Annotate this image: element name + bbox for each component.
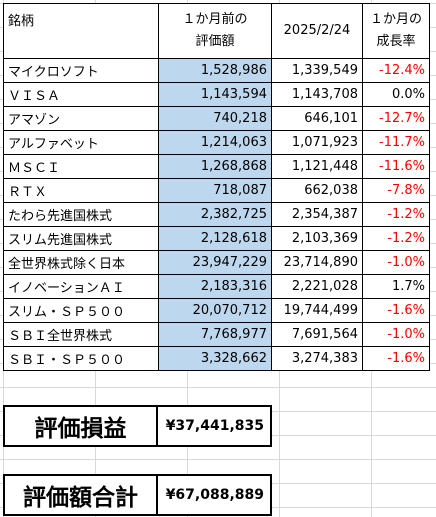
table-row: ＳＢＩ・ＳＰ５００ 3,328,662 3,274,383 -1.6% (3, 346, 430, 371)
header-current-label: 2025/2/24 (283, 23, 351, 38)
header-rate-cell[interactable]: １か月の 成長率 (362, 3, 430, 59)
current-value-cell[interactable]: 1,339,549 (271, 58, 363, 83)
current-value-cell[interactable]: 2,354,387 (271, 202, 363, 227)
holdings-table: 銘柄 １か月前の 評価額 2025/2/24 １か月の 成長率 マイクロソフト 1… (3, 3, 430, 371)
current-value-cell[interactable]: 23,714,890 (271, 250, 363, 275)
current-value-cell[interactable]: 1,143,708 (271, 82, 363, 107)
prev-value-cell[interactable]: 740,218 (158, 106, 272, 131)
growth-rate-cell[interactable]: -1.6% (362, 346, 430, 371)
current-value-cell[interactable]: 2,221,028 (271, 274, 363, 299)
total-label-cell[interactable]: 評価額合計 (3, 474, 158, 516)
pnl-label-cell[interactable]: 評価損益 (3, 405, 158, 447)
table-row: たわら先進国株式 2,382,725 2,354,387 -1.2% (3, 202, 430, 227)
holding-name-cell[interactable]: スリム先進国株式 (3, 226, 159, 251)
prev-value-cell[interactable]: 2,183,316 (158, 274, 272, 299)
pnl-value-cell[interactable]: ¥37,441,835 (156, 405, 272, 447)
current-value-cell[interactable]: 2,103,369 (271, 226, 363, 251)
current-value-cell[interactable]: 1,121,448 (271, 154, 363, 179)
table-row: スリム先進国株式 2,128,618 2,103,369 -1.2% (3, 226, 430, 251)
holding-name-cell[interactable]: 全世界株式除く日本 (3, 250, 159, 275)
header-name-label: 銘柄 (8, 14, 35, 29)
growth-rate-cell[interactable]: -11.6% (362, 154, 430, 179)
prev-value-cell[interactable]: 2,382,725 (158, 202, 272, 227)
summary-total-table: 評価額合計 ¥67,088,889 (3, 474, 272, 516)
table-row: アルファベット 1,214,063 1,071,923 -11.7% (3, 130, 430, 155)
growth-rate-cell[interactable]: -12.7% (362, 106, 430, 131)
summary-total-row: 評価額合計 ¥67,088,889 (3, 474, 272, 516)
holding-name-cell[interactable]: アルファベット (3, 130, 159, 155)
holding-name-cell[interactable]: アマゾン (3, 106, 159, 131)
total-value-cell[interactable]: ¥67,088,889 (156, 474, 272, 516)
prev-value-cell[interactable]: 20,070,712 (158, 298, 272, 323)
holding-name-cell[interactable]: ＳＢＩ全世界株式 (3, 322, 159, 347)
holding-name-cell[interactable]: ＲＴＸ (3, 178, 159, 203)
current-value-cell[interactable]: 7,691,564 (271, 322, 363, 347)
header-prev-line1: １か月前の (182, 12, 248, 27)
growth-rate-cell[interactable]: -1.2% (362, 226, 430, 251)
holding-name-cell[interactable]: マイクロソフト (3, 58, 159, 83)
table-row: 全世界株式除く日本 23,947,229 23,714,890 -1.0% (3, 250, 430, 275)
growth-rate-cell[interactable]: -11.7% (362, 130, 430, 155)
header-current-cell[interactable]: 2025/2/24 (271, 3, 363, 59)
growth-rate-cell[interactable]: -7.8% (362, 178, 430, 203)
table-row: イノベーションＡＩ 2,183,316 2,221,028 1.7% (3, 274, 430, 299)
prev-value-cell[interactable]: 3,328,662 (158, 346, 272, 371)
table-row: アマゾン 740,218 646,101 -12.7% (3, 106, 430, 131)
current-value-cell[interactable]: 1,071,923 (271, 130, 363, 155)
header-rate-line1: １か月の (369, 12, 422, 27)
holding-name-cell[interactable]: イノベーションＡＩ (3, 274, 159, 299)
growth-rate-cell[interactable]: -1.0% (362, 322, 430, 347)
current-value-cell[interactable]: 3,274,383 (271, 346, 363, 371)
table-row: スリム・ＳＰ５００ 20,070,712 19,744,499 -1.6% (3, 298, 430, 323)
table-row: ＲＴＸ 718,087 662,038 -7.8% (3, 178, 430, 203)
holding-name-cell[interactable]: ＶＩＳＡ (3, 82, 159, 107)
summary-pnl-row: 評価損益 ¥37,441,835 (3, 405, 272, 447)
current-value-cell[interactable]: 662,038 (271, 178, 363, 203)
growth-rate-cell[interactable]: 1.7% (362, 274, 430, 299)
holding-name-cell[interactable]: ＭＳＣＩ (3, 154, 159, 179)
prev-value-cell[interactable]: 1,214,063 (158, 130, 272, 155)
prev-value-cell[interactable]: 23,947,229 (158, 250, 272, 275)
growth-rate-cell[interactable]: -1.2% (362, 202, 430, 227)
table-row: ＳＢＩ全世界株式 7,768,977 7,691,564 -1.0% (3, 322, 430, 347)
prev-value-cell[interactable]: 7,768,977 (158, 322, 272, 347)
prev-value-cell[interactable]: 718,087 (158, 178, 272, 203)
header-row: 銘柄 １か月前の 評価額 2025/2/24 １か月の 成長率 (3, 3, 430, 59)
current-value-cell[interactable]: 19,744,499 (271, 298, 363, 323)
growth-rate-cell[interactable]: -1.6% (362, 298, 430, 323)
holdings-rows: マイクロソフト 1,528,986 1,339,549 -12.4% ＶＩＳＡ 1,143… (3, 58, 430, 371)
growth-rate-cell[interactable]: 0.0% (362, 82, 430, 107)
summary-pnl-table: 評価損益 ¥37,441,835 (3, 405, 272, 447)
prev-value-cell[interactable]: 1,268,868 (158, 154, 272, 179)
growth-rate-cell[interactable]: -12.4% (362, 58, 430, 83)
prev-value-cell[interactable]: 1,528,986 (158, 58, 272, 83)
header-name-cell[interactable]: 銘柄 (3, 3, 159, 59)
prev-value-cell[interactable]: 1,143,594 (158, 82, 272, 107)
current-value-cell[interactable]: 646,101 (271, 106, 363, 131)
holding-name-cell[interactable]: スリム・ＳＰ５００ (3, 298, 159, 323)
prev-value-cell[interactable]: 2,128,618 (158, 226, 272, 251)
table-row: ＶＩＳＡ 1,143,594 1,143,708 0.0% (3, 82, 430, 107)
holding-name-cell[interactable]: ＳＢＩ・ＳＰ５００ (3, 346, 159, 371)
header-rate-line2: 成長率 (376, 34, 416, 49)
holding-name-cell[interactable]: たわら先進国株式 (3, 202, 159, 227)
growth-rate-cell[interactable]: -1.0% (362, 250, 430, 275)
header-prev-cell[interactable]: １か月前の 評価額 (158, 3, 272, 59)
table-row: マイクロソフト 1,528,986 1,339,549 -12.4% (3, 58, 430, 83)
header-prev-line2: 評価額 (195, 34, 235, 49)
table-row: ＭＳＣＩ 1,268,868 1,121,448 -11.6% (3, 154, 430, 179)
